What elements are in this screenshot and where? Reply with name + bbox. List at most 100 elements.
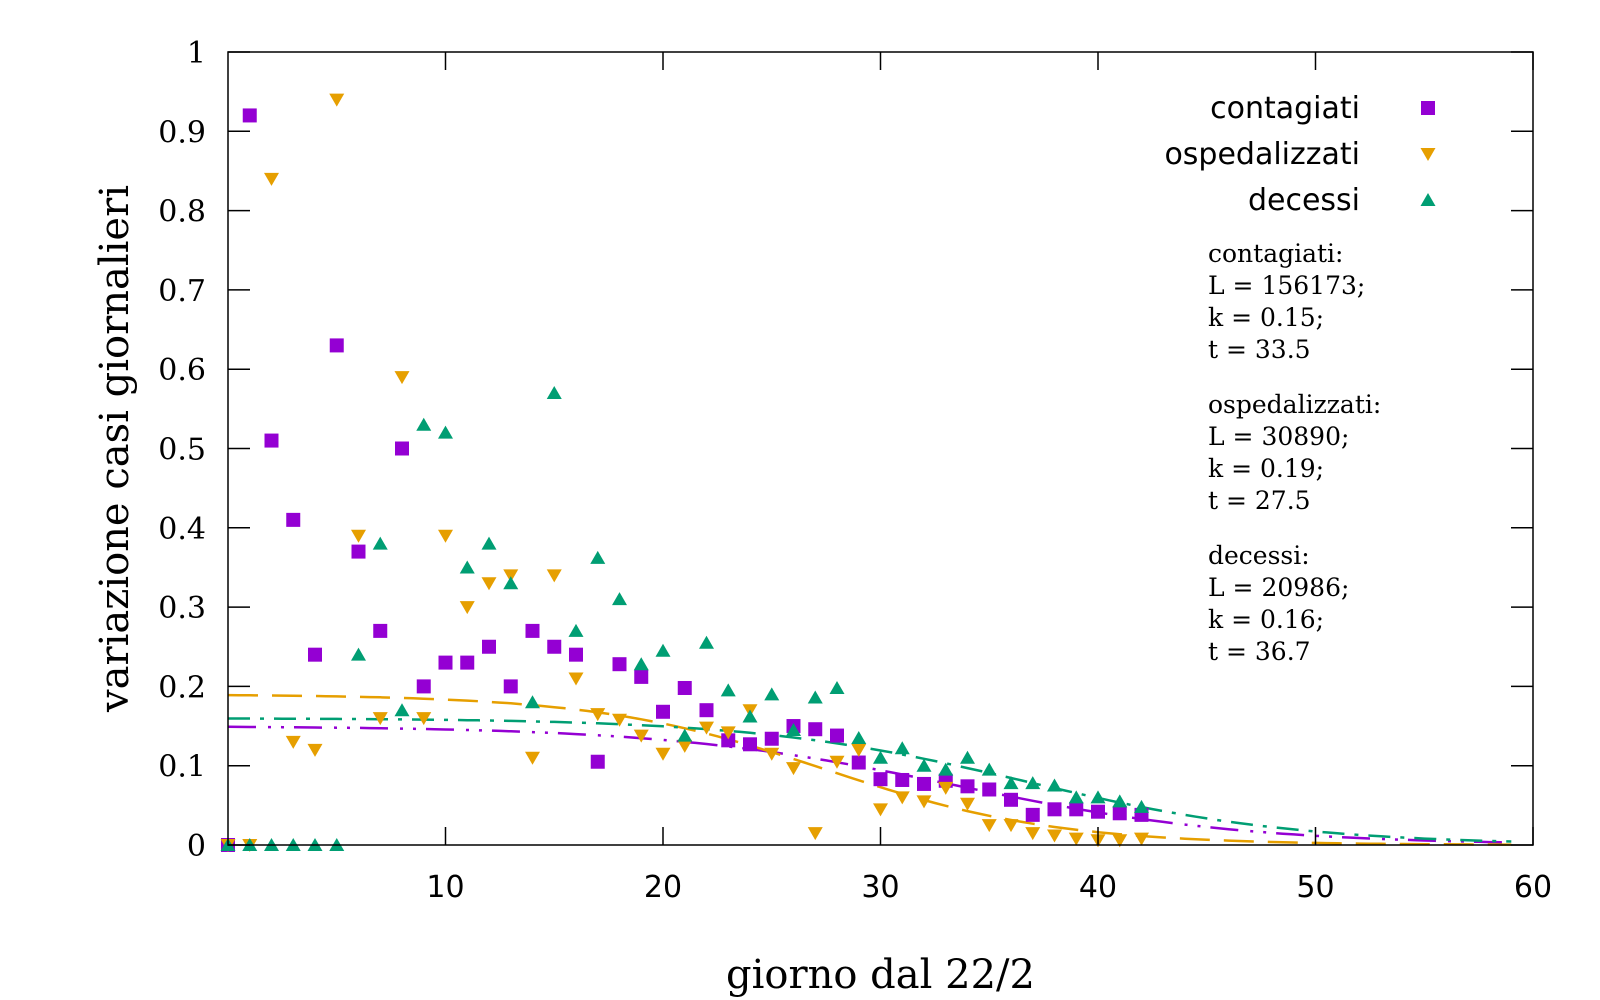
point-decessi <box>894 741 910 755</box>
point-contagiati <box>808 722 823 737</box>
point-contagiati <box>482 639 496 654</box>
point-contagiati <box>873 772 888 787</box>
legend-marker-ospedalizzati <box>1420 148 1436 161</box>
point-decessi <box>372 536 388 550</box>
point-contagiati <box>438 655 453 670</box>
y-tick-label: 0.2 <box>158 670 206 705</box>
point-contagiati <box>1112 806 1127 821</box>
point-ospedalizzati <box>264 172 279 186</box>
x-tick-label: 10 <box>426 870 464 905</box>
point-ospedalizzati <box>960 797 975 811</box>
point-ospedalizzati <box>612 713 627 727</box>
legend-label-contagiati: contagiati <box>1210 91 1360 126</box>
point-decessi <box>851 730 867 744</box>
point-decessi <box>568 623 584 637</box>
point-ospedalizzati <box>1068 832 1084 846</box>
point-contagiati <box>547 639 562 654</box>
point-decessi <box>481 536 497 550</box>
point-ospedalizzati <box>590 708 606 722</box>
fit-param-line: L = 156173; <box>1208 271 1365 300</box>
point-contagiati <box>634 669 649 684</box>
point-decessi <box>438 425 453 439</box>
point-decessi <box>981 762 997 776</box>
fit-curves <box>227 693 1512 846</box>
point-decessi <box>677 728 693 742</box>
point-ospedalizzati <box>786 762 801 776</box>
point-decessi <box>546 385 562 399</box>
fit-param-line: k = 0.15; <box>1208 303 1324 332</box>
point-ospedalizzati <box>416 712 432 726</box>
point-ospedalizzati <box>938 781 954 795</box>
point-decessi <box>873 750 888 764</box>
y-axis-title: variazione casi giornalieri <box>92 185 138 713</box>
point-contagiati <box>1004 792 1018 807</box>
point-decessi <box>1025 776 1041 790</box>
point-contagiati <box>264 433 279 448</box>
point-contagiati <box>416 679 431 694</box>
point-contagiati <box>917 776 931 791</box>
fit-param-line: t = 33.5 <box>1208 335 1311 364</box>
point-contagiati <box>308 647 322 662</box>
point-decessi <box>416 417 432 431</box>
y-tick-label: 0.1 <box>158 750 206 785</box>
point-contagiati <box>743 737 757 752</box>
point-ospedalizzati <box>568 672 584 686</box>
point-decessi <box>503 576 519 590</box>
y-tick-label: 0.7 <box>158 274 206 309</box>
point-ospedalizzati <box>1025 827 1041 841</box>
point-decessi <box>764 687 780 701</box>
point-decessi <box>655 643 671 657</box>
point-ospedalizzati <box>525 751 540 765</box>
point-contagiati <box>525 623 540 638</box>
point-ospedalizzati <box>916 795 932 809</box>
y-tick-label: 0 <box>187 829 206 864</box>
point-decessi <box>590 550 606 564</box>
point-contagiati <box>569 647 583 662</box>
fit-param-line: L = 30890; <box>1208 422 1349 451</box>
y-tick-label: 0.5 <box>158 433 206 468</box>
legend-marker-contagiati <box>1421 101 1435 115</box>
legend-marker-decessi <box>1420 193 1436 206</box>
point-decessi <box>938 762 954 776</box>
point-contagiati <box>830 728 844 743</box>
point-ospedalizzati <box>1003 819 1019 833</box>
fit-param-title: decessi: <box>1208 541 1310 570</box>
data-points <box>220 93 1149 852</box>
point-decessi <box>1068 790 1084 804</box>
point-decessi <box>1134 799 1149 813</box>
y-tick-label: 0.4 <box>158 512 206 547</box>
point-contagiati <box>395 441 409 456</box>
point-contagiati <box>699 703 714 718</box>
fit-parameters: contagiati: L = 156173; k = 0.15; t = 33.5 o… <box>1208 239 1381 666</box>
point-contagiati <box>351 544 366 559</box>
point-ospedalizzati <box>720 726 736 740</box>
point-decessi <box>786 723 801 737</box>
legend: contagiati ospedalizzati decessi <box>1164 91 1436 218</box>
fit-param-line: t = 36.7 <box>1208 637 1311 666</box>
point-ospedalizzati <box>438 529 453 543</box>
point-ospedalizzati <box>285 735 301 749</box>
point-decessi <box>1112 794 1128 808</box>
point-contagiati <box>982 782 997 797</box>
point-decessi <box>1047 778 1062 792</box>
fit-param-line: t = 27.5 <box>1208 486 1311 515</box>
axis-ticks: 10 20 30 40 50 60 0 0.1 0.2 0.3 0.4 0.5 0.6 0.7 0.8 0.9… <box>158 36 1552 905</box>
point-ospedalizzati <box>1112 834 1128 848</box>
legend-label-decessi: decessi <box>1248 183 1360 218</box>
point-ospedalizzati <box>677 739 693 753</box>
y-tick-label: 1 <box>187 36 206 71</box>
y-tick-label: 0.3 <box>158 591 206 626</box>
point-ospedalizzati <box>894 791 910 805</box>
point-ospedalizzati <box>829 755 845 769</box>
y-tick-label: 0.9 <box>158 115 206 150</box>
fit-curve-contagiati <box>227 725 1512 844</box>
fit-param-line: L = 20986; <box>1208 573 1349 602</box>
point-ospedalizzati <box>459 601 475 615</box>
fit-curve-ospedalizzati <box>227 693 1512 846</box>
x-tick-label: 20 <box>644 870 682 905</box>
fit-param-line: k = 0.19; <box>1208 454 1324 483</box>
point-ospedalizzati <box>764 747 780 761</box>
point-decessi <box>807 690 823 704</box>
point-decessi <box>394 703 410 717</box>
point-decessi <box>960 750 975 764</box>
